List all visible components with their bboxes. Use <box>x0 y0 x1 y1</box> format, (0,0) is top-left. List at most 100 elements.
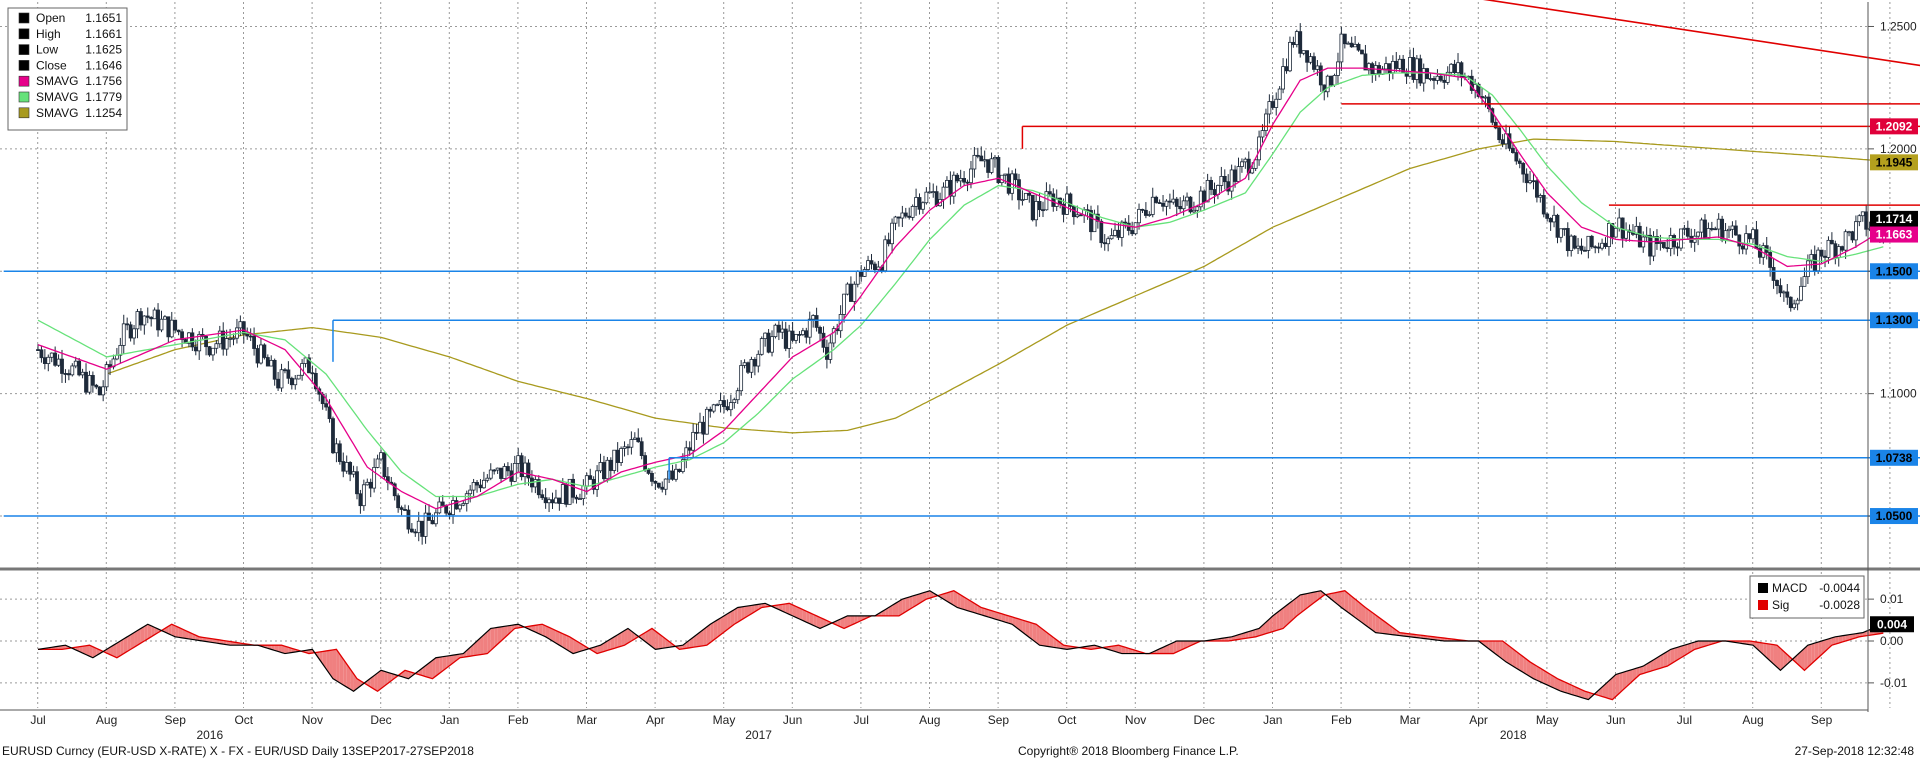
macd-fill <box>477 637 481 656</box>
candle-body <box>420 520 425 537</box>
macd-fill <box>696 632 700 647</box>
candle-body <box>660 486 665 490</box>
candle-body <box>1438 75 1443 81</box>
macd-fill <box>1368 610 1373 631</box>
macd-fill <box>1183 641 1188 649</box>
candle-body <box>169 319 174 338</box>
macd-fill <box>1667 649 1671 667</box>
macd-fill <box>1543 670 1548 685</box>
candle-body <box>982 159 987 162</box>
candle-body <box>1555 214 1560 238</box>
macd-fill <box>1787 654 1791 665</box>
support-resistance-lines <box>3 0 1920 517</box>
price-tag-label: 1.1500 <box>1876 264 1913 278</box>
macd-fill <box>912 594 917 608</box>
month-label: Sep <box>988 713 1010 727</box>
candle-body <box>1751 229 1755 240</box>
candle-body <box>279 369 284 389</box>
macd-fill <box>806 611 810 624</box>
macd-fill <box>1313 591 1318 603</box>
candle-body <box>173 319 178 331</box>
macd-fill <box>1296 594 1301 616</box>
candle-body <box>104 364 109 388</box>
candle-body <box>1418 58 1423 84</box>
candle-body <box>221 330 226 350</box>
macd-fill <box>1650 659 1654 672</box>
candle-body <box>1068 193 1073 207</box>
candle-body <box>252 335 256 349</box>
macd-fill <box>319 651 323 665</box>
candle-body <box>1360 49 1364 55</box>
macd-fill <box>799 608 803 621</box>
sma-mid-path <box>37 72 1884 498</box>
candle-body <box>890 222 894 245</box>
candle-body <box>423 512 428 537</box>
candle-body <box>653 480 658 484</box>
macd-fill <box>1677 646 1681 660</box>
macd-fill <box>391 673 395 681</box>
macd-fill <box>898 599 903 616</box>
candle-body <box>1545 213 1550 219</box>
candle-body <box>790 330 795 341</box>
candle-body <box>1788 296 1793 309</box>
candle-body <box>211 347 215 356</box>
macd-fill <box>1533 664 1537 681</box>
ohlc-legend-name: SMAVG <box>36 106 78 120</box>
candle-body <box>1562 228 1567 230</box>
macd-fill <box>418 668 423 676</box>
macd-fill <box>377 670 381 692</box>
candle-body <box>636 437 641 443</box>
candle-body <box>1452 63 1457 74</box>
macd-fill <box>655 631 659 650</box>
macd-fill <box>1125 647 1129 654</box>
candle-body <box>1298 31 1303 54</box>
macd-fill <box>651 628 656 650</box>
ohlc-legend-name: High <box>36 27 61 41</box>
macd-fill <box>494 627 498 648</box>
macd-fill <box>844 615 848 629</box>
candle-body <box>1013 173 1018 181</box>
price-tag-label: 1.1945 <box>1876 155 1913 169</box>
candle-body <box>341 461 346 472</box>
candle-body <box>1682 227 1687 230</box>
candle-body <box>519 455 524 478</box>
macd-fill <box>840 617 845 629</box>
macd-fill <box>528 625 532 631</box>
candle-body <box>934 191 939 207</box>
month-label: Sep <box>165 713 187 727</box>
candle-body <box>1583 249 1587 252</box>
candle-body <box>560 484 565 504</box>
macd-fill <box>1008 615 1013 625</box>
macd-fill <box>1049 634 1054 648</box>
candle-body <box>951 174 956 197</box>
macd-fill <box>401 670 406 678</box>
macd-fill <box>332 649 337 681</box>
macd-fill <box>1801 648 1805 671</box>
macd-fill <box>381 670 385 689</box>
macd-fill <box>1238 633 1242 640</box>
candle-body <box>1648 234 1652 257</box>
candle-body <box>77 360 82 376</box>
sma-fast-path <box>37 67 1884 510</box>
candle-body <box>1634 225 1639 235</box>
macd-fill <box>374 672 378 692</box>
candle-body <box>567 478 572 505</box>
candle-body <box>1778 285 1783 294</box>
candle-body <box>355 471 359 495</box>
candle-body <box>955 174 960 182</box>
candle-body <box>921 202 925 210</box>
macd-fill <box>1005 614 1009 624</box>
candle-body <box>1864 211 1869 230</box>
macd-fill <box>463 650 467 658</box>
candle-body <box>440 501 445 506</box>
candle-body <box>1394 60 1399 69</box>
candle-body <box>197 334 202 352</box>
candle-body <box>1325 75 1330 93</box>
macd-fill <box>1615 673 1620 697</box>
macd-fill <box>1039 626 1043 646</box>
month-label: Jul <box>1677 713 1692 727</box>
candle-body <box>975 154 980 157</box>
macd-fill <box>123 636 128 654</box>
candle-body <box>118 345 123 356</box>
month-label: Dec <box>370 713 391 727</box>
